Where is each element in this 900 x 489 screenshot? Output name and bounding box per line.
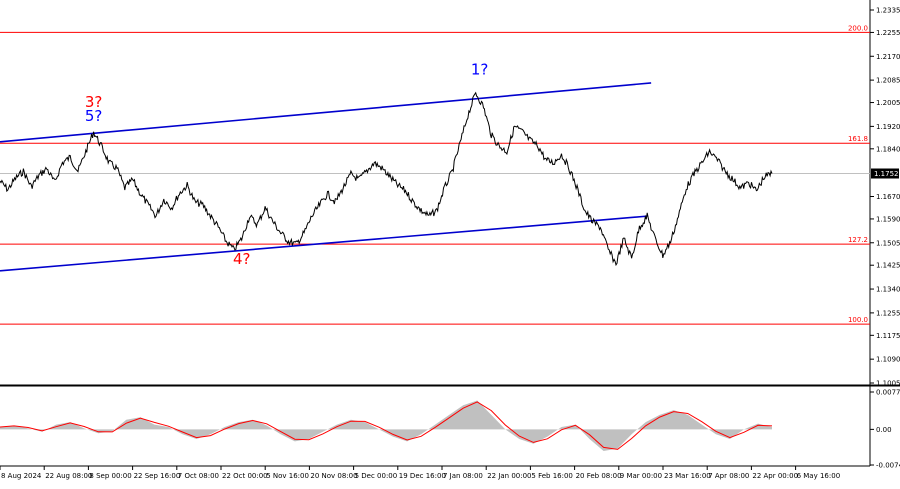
x-tick-label: 20 Nov 08:00 <box>310 472 357 480</box>
current-price-box <box>871 168 899 179</box>
y-tick-label: 1.2335 <box>876 7 900 15</box>
y-tick-label: 1.2170 <box>876 53 900 61</box>
osc-tick-label: -0.0074 <box>876 462 900 470</box>
x-tick-label: 22 Oct 00:00 <box>222 472 268 480</box>
channel-lower-line <box>0 215 648 272</box>
x-tick-label: 8 Aug 2024 <box>1 472 42 480</box>
x-tick-label: 22 Apr 00:00 <box>752 472 798 480</box>
y-tick-label: 1.1005 <box>876 380 900 388</box>
y-tick-label: 1.2085 <box>876 77 900 85</box>
level-label-200-0: 200.0 <box>848 24 868 32</box>
y-tick-label: 1.1670 <box>876 193 900 201</box>
y-tick-label: 1.1255 <box>876 309 900 317</box>
x-tick-label: 5 Nov 16:00 <box>266 472 309 480</box>
channel-upper-line <box>0 82 652 143</box>
x-tick-label: 20 Feb 08:00 <box>576 472 622 480</box>
x-tick-label: 7 Oct 08:00 <box>178 472 219 480</box>
wave-label: 4? <box>233 250 251 268</box>
wave-label: 5? <box>85 107 103 125</box>
y-tick-label: 1.1340 <box>876 286 900 294</box>
x-tick-label: 22 Sep 16:00 <box>134 472 181 480</box>
level-label-127-2: 127.2 <box>848 236 868 244</box>
x-tick-label: 7 Jan 08:00 <box>443 472 483 480</box>
x-tick-label: 5 Feb 16:00 <box>531 472 572 480</box>
x-tick-label: 19 Dec 16:00 <box>399 472 446 480</box>
y-tick-label: 1.1425 <box>876 262 900 270</box>
x-tick-label: 8 Sep 00:00 <box>89 472 131 480</box>
y-tick-label: 1.2255 <box>876 29 900 37</box>
y-tick-label: 1.1090 <box>876 356 900 364</box>
x-tick-label: 6 May 16:00 <box>797 472 841 480</box>
oscillator-signal-line <box>0 401 773 450</box>
x-tick-label: 22 Jan 00:00 <box>487 472 531 480</box>
oscillator-histogram <box>0 400 772 451</box>
current-price-label: 1.1752 <box>874 170 899 178</box>
x-tick-label: 23 Mar 16:00 <box>664 472 711 480</box>
y-tick-label: 1.1840 <box>876 145 900 153</box>
x-tick-label: 22 Aug 08:00 <box>45 472 92 480</box>
osc-tick-label: 0.00 <box>876 426 892 434</box>
y-tick-label: 1.2005 <box>876 99 900 107</box>
wave-label: 3? <box>85 93 103 111</box>
x-tick-label: 7 Apr 08:00 <box>708 472 749 480</box>
x-tick-label: 5 Dec 00:00 <box>355 472 398 480</box>
osc-tick-label: 0.00776 <box>876 389 900 397</box>
y-tick-label: 1.1505 <box>876 239 900 247</box>
y-tick-label: 1.1920 <box>876 123 900 131</box>
y-tick-label: 1.1590 <box>876 215 900 223</box>
level-label-161-8: 161.8 <box>848 135 868 143</box>
x-tick-label: 9 Mar 00:00 <box>620 472 662 480</box>
y-tick-label: 1.1175 <box>876 332 900 340</box>
price-series-line <box>0 91 773 267</box>
level-label-100-0: 100.0 <box>848 316 868 324</box>
wave-label: 1? <box>471 61 489 79</box>
